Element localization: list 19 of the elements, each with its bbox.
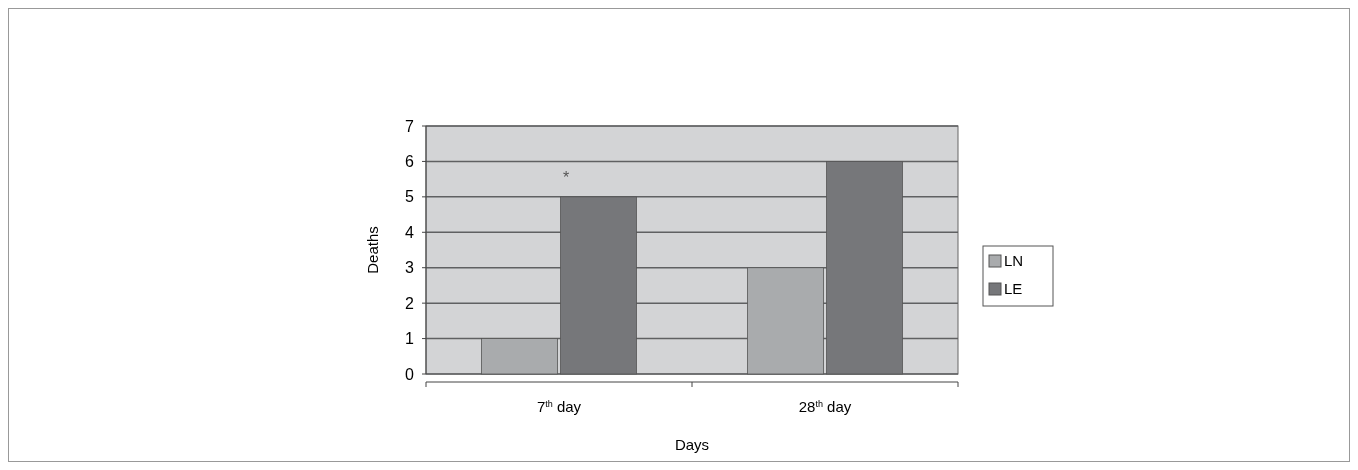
y-tick-label: 7 bbox=[405, 117, 415, 135]
y-tick-label: 4 bbox=[405, 223, 415, 241]
legend-label: LE bbox=[1004, 280, 1023, 298]
y-tick-label: 2 bbox=[405, 294, 415, 312]
bar bbox=[747, 267, 824, 375]
y-tick-label: 3 bbox=[405, 259, 415, 277]
x-tick-label: 28$^{th}$ day bbox=[798, 398, 852, 415]
y-tick-label: 6 bbox=[405, 153, 415, 171]
x-axis-title: Days bbox=[674, 436, 710, 453]
y-tick-label: 5 bbox=[405, 188, 415, 206]
y-tick-label: 1 bbox=[405, 330, 415, 348]
x-tick-label: 7$^{th}$ day bbox=[536, 398, 582, 415]
y-tick-label: 0 bbox=[405, 365, 415, 383]
bar bbox=[560, 196, 637, 375]
annotation: * bbox=[562, 168, 570, 186]
bar bbox=[826, 161, 903, 375]
y-axis-title: Deaths bbox=[364, 226, 381, 274]
bar bbox=[481, 338, 558, 375]
legend-label: LN bbox=[1004, 252, 1024, 270]
